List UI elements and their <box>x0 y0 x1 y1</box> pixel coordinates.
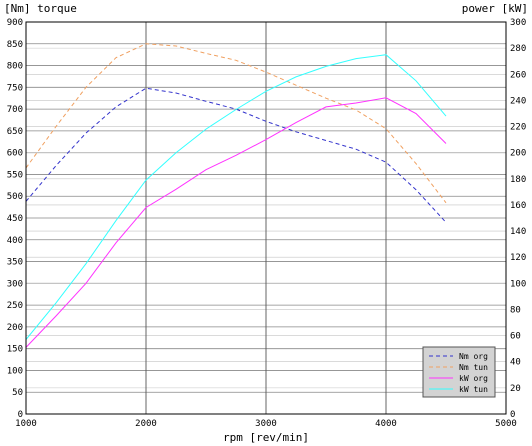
series-line-kw-org <box>25 97 447 348</box>
left-tick-label: 450 <box>7 214 23 224</box>
legend-label-nm-tun: Nm tun <box>459 363 488 372</box>
right-tick-label: 260 <box>510 70 526 80</box>
right-tick-label: 200 <box>510 149 526 159</box>
legend-label-kw-tun: kW tun <box>459 385 488 394</box>
left-tick-label: 200 <box>7 323 23 333</box>
left-tick-label: 850 <box>7 40 23 50</box>
right-axis-ticks: 0 20 40 60 80 100 120 140 160 180 200 220 240 260 280 3… <box>510 18 526 420</box>
series-line-nm-tun <box>25 43 447 204</box>
left-tick-label: 650 <box>7 127 23 137</box>
right-tick-label: 280 <box>510 44 526 54</box>
right-tick-label: 20 <box>510 384 521 394</box>
left-tick-label: 250 <box>7 301 23 311</box>
right-tick-label: 100 <box>510 279 526 289</box>
left-tick-label: 350 <box>7 258 23 268</box>
left-tick-label: 50 <box>12 388 23 398</box>
x-tick-label: 5000 <box>495 419 517 429</box>
x-tick-label: 1000 <box>15 419 37 429</box>
legend-label-nm-org: Nm org <box>459 352 488 361</box>
right-tick-label: 180 <box>510 175 526 185</box>
right-tick-label: 160 <box>510 201 526 211</box>
x-axis-ticks: 1000 2000 3000 4000 5000 <box>15 419 517 429</box>
left-tick-label: 550 <box>7 170 23 180</box>
right-tick-label: 60 <box>510 332 521 342</box>
left-tick-label: 400 <box>7 236 23 246</box>
series-layer <box>25 43 447 348</box>
x-tick-label: 3000 <box>255 419 277 429</box>
left-tick-label: 700 <box>7 105 23 115</box>
left-tick-label: 150 <box>7 345 23 355</box>
left-tick-label: 300 <box>7 279 23 289</box>
x-axis-label: rpm [rev/min] <box>223 431 309 444</box>
right-tick-label: 300 <box>510 18 526 28</box>
left-tick-label: 750 <box>7 83 23 93</box>
left-tick-label: 900 <box>7 18 23 28</box>
right-tick-label: 0 <box>510 410 515 420</box>
right-tick-label: 220 <box>510 123 526 133</box>
right-tick-label: 140 <box>510 227 526 237</box>
x-tick-label: 4000 <box>375 419 397 429</box>
right-tick-label: 40 <box>510 358 521 368</box>
left-tick-label: 500 <box>7 192 23 202</box>
right-tick-label: 80 <box>510 305 521 315</box>
legend-label-kw-org: kW org <box>459 374 488 383</box>
series-line-nm-org <box>25 87 447 223</box>
left-tick-label: 600 <box>7 149 23 159</box>
left-tick-label: 800 <box>7 62 23 72</box>
left-tick-label: 100 <box>7 366 23 376</box>
right-tick-label: 240 <box>510 96 526 106</box>
legend: Nm org Nm tun kW org kW tun <box>422 346 496 398</box>
right-axis-header: power [kW] <box>462 2 528 15</box>
series-line-kw-tun <box>25 54 447 340</box>
left-tick-label: 0 <box>18 410 23 420</box>
left-axis-ticks: 0 50 100 150 200 250 300 350 400 450 500 550 600 650 7… <box>7 18 23 420</box>
right-tick-label: 120 <box>510 253 526 263</box>
plot-frame <box>25 21 507 415</box>
x-tick-label: 2000 <box>135 419 157 429</box>
left-axis-header: [Nm] torque <box>4 2 77 15</box>
